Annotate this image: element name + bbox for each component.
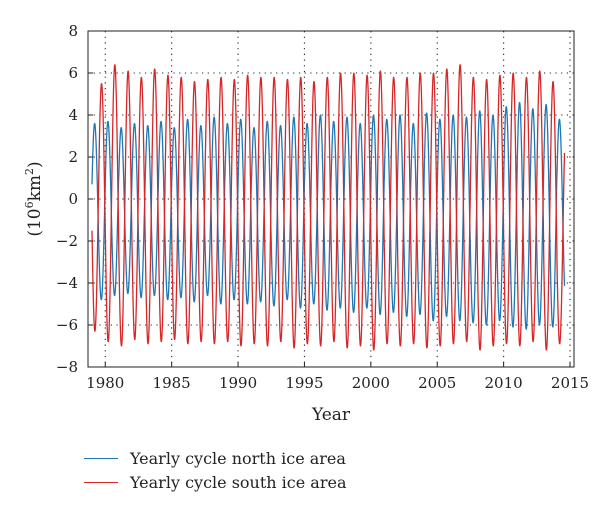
series-line-north (91, 101, 566, 330)
series-line-south (91, 64, 566, 351)
legend: Yearly cycle north ice area Yearly cycle… (84, 446, 347, 494)
x-tick-label-2005: 2005 (418, 374, 456, 392)
legend-label-north: Yearly cycle north ice area (130, 448, 346, 468)
svg-text:(106km2): (106km2) (23, 161, 45, 236)
x-tick-label-2015: 2015 (551, 374, 589, 392)
y-tick-label--8: −8 (56, 358, 78, 376)
y-axis-label-close: ) (25, 161, 45, 168)
legend-swatch-north (84, 457, 118, 459)
x-tick-label-1985: 1985 (153, 374, 191, 392)
y-tick-label--6: −6 (56, 316, 78, 334)
ticks-layer: 1980 1985 1990 1995 2000 2005 2010 2015 −8 −6 −4 −2… (56, 22, 589, 392)
y-tick-label--4: −4 (56, 274, 78, 292)
y-tick-label-2: 2 (68, 148, 78, 166)
y-tick-label-6: 6 (68, 64, 78, 82)
legend-label-south: Yearly cycle south ice area (130, 472, 347, 492)
y-axis-label-exp2: 2 (23, 168, 36, 175)
legend-item-north: Yearly cycle north ice area (84, 446, 347, 470)
y-tick-label-8: 8 (68, 22, 78, 40)
y-axis-label-exp1: 6 (23, 201, 36, 208)
legend-item-south: Yearly cycle south ice area (84, 470, 347, 494)
y-axis-label: (106km2) (23, 161, 45, 236)
x-tick-label-1995: 1995 (285, 374, 323, 392)
x-axis-label: Year (311, 405, 351, 425)
y-axis-label-open: (10 (25, 208, 45, 236)
x-tick-label-1980: 1980 (86, 374, 124, 392)
x-tick-label-2010: 2010 (485, 374, 523, 392)
x-tick-label-1990: 1990 (219, 374, 257, 392)
y-axis-label-mid: km (25, 175, 45, 201)
legend-swatch-south (84, 481, 118, 483)
y-tick-label--2: −2 (56, 232, 78, 250)
series-layer (91, 64, 566, 351)
y-tick-label-4: 4 (68, 106, 78, 124)
y-tick-label-0: 0 (68, 190, 78, 208)
x-tick-label-2000: 2000 (352, 374, 390, 392)
